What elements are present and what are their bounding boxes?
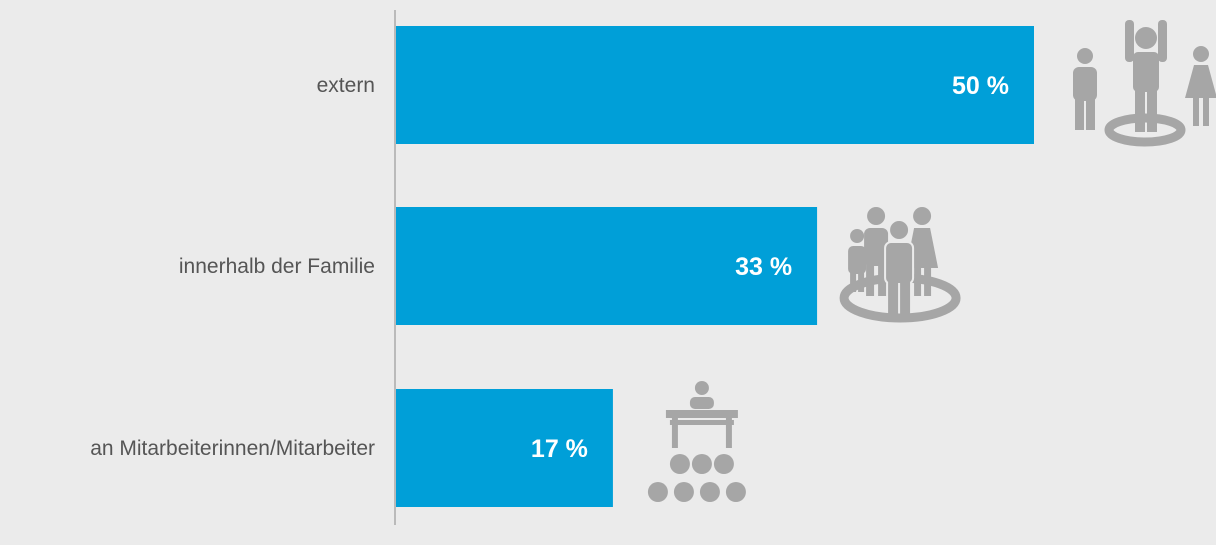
bar-2 [396, 207, 818, 325]
category-label-1: extern [317, 74, 375, 97]
group-with-raised-arms-icon [1073, 20, 1216, 147]
bar-1 [396, 26, 1034, 144]
family-group-icon [839, 207, 961, 323]
value-label-3: 17 % [531, 435, 588, 463]
category-label-3: an Mitarbeiterinnen/Mitarbeiter [90, 437, 375, 460]
value-label-2: 33 % [735, 253, 792, 281]
value-label-1: 50 % [952, 72, 1009, 100]
category-label-2: innerhalb der Familie [179, 255, 375, 278]
lectern-audience-icon [647, 381, 746, 502]
bar-3 [396, 389, 613, 507]
